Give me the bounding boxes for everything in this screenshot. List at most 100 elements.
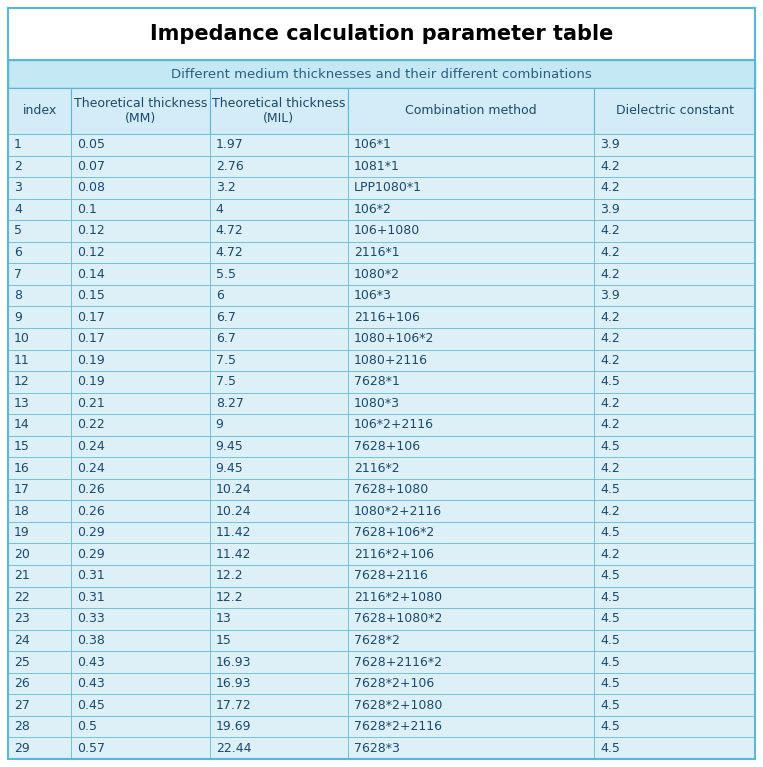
Text: 1: 1 bbox=[14, 138, 22, 151]
Bar bbox=[72, 500, 210, 522]
Bar bbox=[594, 177, 755, 199]
Text: 4.2: 4.2 bbox=[600, 311, 620, 324]
Bar bbox=[594, 457, 755, 479]
Bar bbox=[594, 414, 755, 436]
Bar bbox=[72, 156, 210, 177]
Bar bbox=[210, 177, 348, 199]
Text: 6.7: 6.7 bbox=[216, 311, 236, 324]
Text: 18: 18 bbox=[14, 505, 30, 518]
Text: 21: 21 bbox=[14, 569, 30, 582]
Bar bbox=[594, 587, 755, 608]
Bar bbox=[72, 263, 210, 285]
Bar bbox=[348, 630, 594, 651]
Bar bbox=[8, 242, 72, 263]
Bar bbox=[594, 522, 755, 544]
Bar bbox=[594, 88, 755, 134]
Bar bbox=[594, 199, 755, 220]
Text: Impedance calculation parameter table: Impedance calculation parameter table bbox=[150, 24, 613, 44]
Text: 106+1080: 106+1080 bbox=[354, 225, 420, 238]
Bar bbox=[72, 242, 210, 263]
Text: 4.5: 4.5 bbox=[600, 526, 620, 539]
Bar bbox=[72, 88, 210, 134]
Text: 17.72: 17.72 bbox=[216, 699, 252, 712]
Bar bbox=[594, 651, 755, 673]
Bar bbox=[348, 220, 594, 242]
Bar bbox=[72, 673, 210, 694]
Bar bbox=[210, 393, 348, 414]
Text: 6: 6 bbox=[14, 246, 22, 259]
Bar bbox=[72, 285, 210, 306]
Text: 4.2: 4.2 bbox=[600, 354, 620, 367]
Bar bbox=[8, 60, 755, 88]
Text: 4.5: 4.5 bbox=[600, 699, 620, 712]
Bar bbox=[72, 393, 210, 414]
Bar bbox=[348, 479, 594, 500]
Bar bbox=[8, 350, 72, 371]
Text: 0.38: 0.38 bbox=[78, 634, 105, 647]
Text: 0.29: 0.29 bbox=[78, 526, 105, 539]
Bar bbox=[348, 285, 594, 306]
Text: 4: 4 bbox=[14, 203, 22, 216]
Text: 4.72: 4.72 bbox=[216, 225, 243, 238]
Bar bbox=[210, 651, 348, 673]
Text: 4.2: 4.2 bbox=[600, 462, 620, 475]
Text: 27: 27 bbox=[14, 699, 30, 712]
Bar bbox=[348, 673, 594, 694]
Bar bbox=[8, 457, 72, 479]
Text: 8: 8 bbox=[14, 289, 22, 302]
Bar bbox=[210, 134, 348, 156]
Text: 7628*2+1080: 7628*2+1080 bbox=[354, 699, 443, 712]
Text: 26: 26 bbox=[14, 677, 30, 690]
Text: 106*3: 106*3 bbox=[354, 289, 391, 302]
Text: 106*2: 106*2 bbox=[354, 203, 391, 216]
Text: 0.12: 0.12 bbox=[78, 225, 105, 238]
Bar bbox=[210, 630, 348, 651]
Text: 0.33: 0.33 bbox=[78, 612, 105, 625]
Text: 11.42: 11.42 bbox=[216, 526, 251, 539]
Text: 7: 7 bbox=[14, 268, 22, 281]
Bar bbox=[72, 694, 210, 716]
Text: Combination method: Combination method bbox=[405, 104, 537, 117]
Text: 4.5: 4.5 bbox=[600, 591, 620, 604]
Text: 4.5: 4.5 bbox=[600, 440, 620, 453]
Text: 29: 29 bbox=[14, 742, 30, 755]
Bar bbox=[8, 328, 72, 350]
Text: 7628*2+106: 7628*2+106 bbox=[354, 677, 434, 690]
Bar bbox=[210, 694, 348, 716]
Text: 0.57: 0.57 bbox=[78, 742, 105, 755]
Bar bbox=[210, 220, 348, 242]
Bar bbox=[72, 414, 210, 436]
Bar bbox=[594, 608, 755, 630]
Text: 16.93: 16.93 bbox=[216, 656, 251, 669]
Bar bbox=[594, 328, 755, 350]
Bar bbox=[348, 500, 594, 522]
Bar bbox=[8, 673, 72, 694]
Text: 16: 16 bbox=[14, 462, 30, 475]
Bar bbox=[8, 436, 72, 457]
Text: 9: 9 bbox=[14, 311, 22, 324]
Text: 3.9: 3.9 bbox=[600, 203, 620, 216]
Text: 0.22: 0.22 bbox=[78, 419, 105, 432]
Text: 5: 5 bbox=[14, 225, 22, 238]
Bar bbox=[594, 694, 755, 716]
Bar bbox=[72, 479, 210, 500]
Text: 23: 23 bbox=[14, 612, 30, 625]
Text: 3: 3 bbox=[14, 181, 22, 194]
Text: 13: 13 bbox=[216, 612, 231, 625]
Text: 19.69: 19.69 bbox=[216, 720, 251, 733]
Text: 4.2: 4.2 bbox=[600, 268, 620, 281]
Bar bbox=[594, 371, 755, 393]
Text: 106*2+2116: 106*2+2116 bbox=[354, 419, 434, 432]
Text: 0.31: 0.31 bbox=[78, 569, 105, 582]
Text: 0.19: 0.19 bbox=[78, 354, 105, 367]
Text: 16.93: 16.93 bbox=[216, 677, 251, 690]
Bar bbox=[72, 522, 210, 544]
Text: 12.2: 12.2 bbox=[216, 569, 243, 582]
Text: 15: 15 bbox=[216, 634, 231, 647]
Bar bbox=[72, 436, 210, 457]
Bar bbox=[8, 177, 72, 199]
Text: 4.2: 4.2 bbox=[600, 505, 620, 518]
Text: 7628*2: 7628*2 bbox=[354, 634, 400, 647]
Text: 12: 12 bbox=[14, 375, 30, 388]
Text: 0.15: 0.15 bbox=[78, 289, 105, 302]
